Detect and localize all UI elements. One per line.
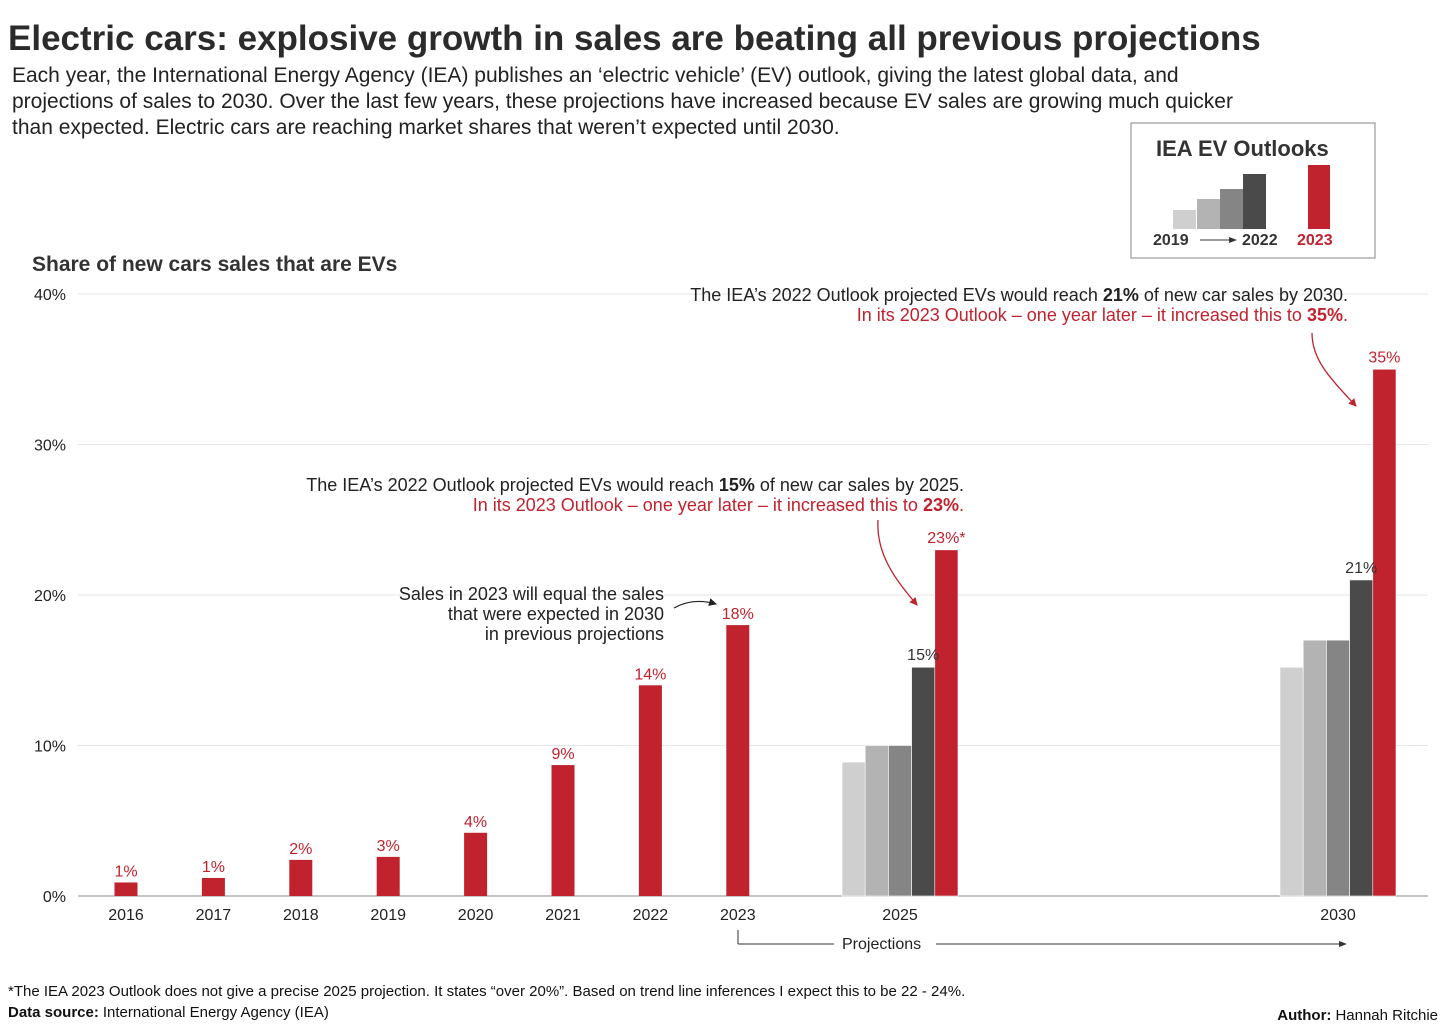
legend-latest-label: 2023	[1297, 232, 1333, 249]
annotation-2023-line-1: Sales in 2023 will equal the sales	[399, 584, 664, 604]
projections-label: Projections	[842, 936, 921, 953]
annotation-2025-arrow	[877, 519, 918, 606]
page-title: Electric cars: explosive growth in sales…	[8, 19, 1261, 58]
annotation-2025-line-2: In its 2023 Outlook – one year later – i…	[473, 495, 964, 515]
annotation-2030-arrow	[1311, 332, 1357, 407]
bar-2025-outlook_2019	[841, 761, 866, 897]
bar-2017	[201, 877, 225, 896]
annotation-2030-line-2: In its 2023 Outlook – one year later – i…	[857, 305, 1348, 325]
data-labels: 1% 1% 2% 3% 4% 9% 14% 18% 15% 23%* 21% 35%	[114, 349, 1400, 880]
y-axis-ticks: 0% 10% 20% 30% 40%	[34, 287, 66, 906]
data-label-2018: 2%	[289, 841, 312, 858]
legend-swatch-2022	[1243, 174, 1266, 229]
annotation-2025: The IEA’s 2022 Outlook projected EVs wou…	[306, 475, 964, 606]
y-tick-label: 0%	[43, 889, 66, 906]
footnote: *The IEA 2023 Outlook does not give a pr…	[8, 983, 965, 1000]
x-tick-2017: 2017	[196, 907, 232, 924]
x-tick-2018: 2018	[283, 907, 319, 924]
gridlines	[78, 293, 1428, 897]
annotation-2030: The IEA’s 2022 Outlook projected EVs wou…	[690, 285, 1357, 407]
data-source: Data source: International Energy Agency …	[8, 1004, 329, 1021]
bar-2025-outlook_2023	[934, 549, 959, 897]
annotation-2025-line-1: The IEA’s 2022 Outlook projected EVs wou…	[306, 475, 964, 495]
x-tick-2019: 2019	[370, 907, 406, 924]
data-label-2030-outlook_2022: 21%	[1345, 560, 1377, 577]
x-tick-2021: 2021	[545, 907, 581, 924]
data-label-2017: 1%	[202, 859, 225, 876]
bar-2023	[726, 625, 750, 896]
bar-2019	[376, 856, 400, 896]
legend-swatch-2020	[1197, 199, 1220, 229]
legend-from-label: 2019	[1153, 232, 1189, 249]
bar-2030-outlook_2023	[1372, 368, 1397, 897]
legend-swatch-2019	[1173, 210, 1196, 229]
y-tick-label: 30%	[34, 438, 66, 455]
y-tick-label: 40%	[34, 287, 66, 304]
annotation-2023-arrow	[673, 598, 717, 609]
annotation-2023: Sales in 2023 will equal the sales that …	[399, 584, 717, 644]
bar-2020	[464, 832, 488, 896]
legend-to-label: 2022	[1242, 232, 1278, 249]
annotation-2023-line-3: in previous projections	[485, 624, 664, 644]
legend-swatch-2023	[1308, 165, 1330, 229]
subtitle-line-2: projections of sales to 2030. Over the l…	[12, 90, 1233, 113]
y-tick-label: 10%	[34, 739, 66, 756]
bar-2030-outlook_2020	[1302, 639, 1327, 897]
legend-title: IEA EV Outlooks	[1156, 136, 1329, 161]
x-tick-2025: 2025	[882, 907, 918, 924]
data-label-2030-outlook_2023: 35%	[1368, 349, 1400, 366]
x-tick-2016: 2016	[108, 907, 144, 924]
x-tick-2030: 2030	[1320, 907, 1356, 924]
x-tick-2023: 2023	[720, 907, 756, 924]
x-axis-ticks: 2016 2017 2018 2019 2020 2021 2022 2023 2025 2030	[108, 907, 1356, 924]
data-label-2020: 4%	[464, 814, 487, 831]
x-tick-2022: 2022	[633, 907, 669, 924]
bar-2025-outlook_2021	[888, 745, 912, 897]
bar-2016	[114, 882, 138, 896]
legend: IEA EV Outlooks 2019 2022 2023	[1130, 122, 1376, 259]
bar-2018	[289, 859, 313, 896]
projections-bracket: Projections	[737, 930, 1347, 953]
bar-2030-outlook_2022	[1349, 579, 1374, 897]
x-tick-2020: 2020	[458, 907, 494, 924]
data-label-2019: 3%	[377, 838, 400, 855]
bar-2022	[638, 685, 662, 896]
chart-title: Share of new cars sales that are EVs	[32, 253, 397, 276]
bar-2021	[551, 765, 575, 896]
annotation-2023-line-2: that were expected in 2030	[448, 604, 664, 624]
subtitle-line-3: than expected. Electric cars are reachin…	[12, 116, 840, 139]
bars	[114, 368, 1397, 897]
data-label-2021: 9%	[551, 746, 574, 763]
data-label-2022: 14%	[634, 666, 666, 683]
bar-2030-outlook_2019	[1279, 666, 1304, 897]
annotation-2030-line-1: The IEA’s 2022 Outlook projected EVs wou…	[690, 285, 1348, 305]
bar-2030-outlook_2021	[1326, 639, 1350, 897]
bar-2025-outlook_2020	[864, 745, 889, 897]
y-tick-label: 20%	[34, 588, 66, 605]
data-label-2023: 18%	[722, 606, 754, 623]
subtitle-line-1: Each year, the International Energy Agen…	[12, 64, 1179, 87]
data-label-2016: 1%	[114, 863, 137, 880]
legend-swatch-2021	[1220, 189, 1243, 229]
data-label-2025-outlook_2023: 23%*	[927, 530, 965, 547]
author: Author: Hannah Ritchie	[1277, 1007, 1438, 1024]
data-label-2025-outlook_2022: 15%	[907, 647, 939, 664]
bar-2025-outlook_2022	[911, 666, 936, 897]
